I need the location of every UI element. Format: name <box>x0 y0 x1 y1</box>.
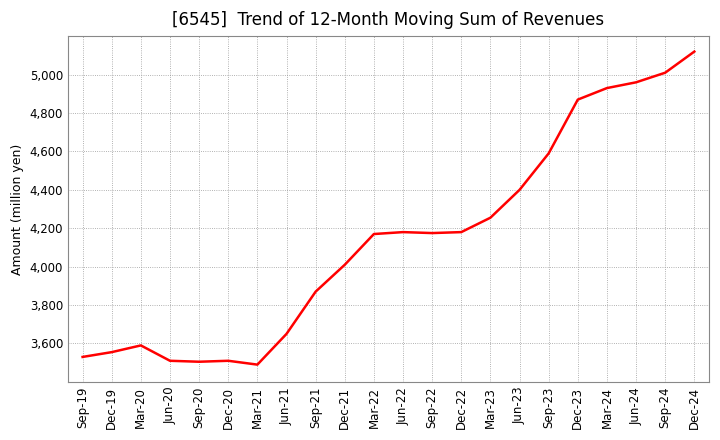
Y-axis label: Amount (million yen): Amount (million yen) <box>11 143 24 275</box>
Title: [6545]  Trend of 12-Month Moving Sum of Revenues: [6545] Trend of 12-Month Moving Sum of R… <box>172 11 605 29</box>
